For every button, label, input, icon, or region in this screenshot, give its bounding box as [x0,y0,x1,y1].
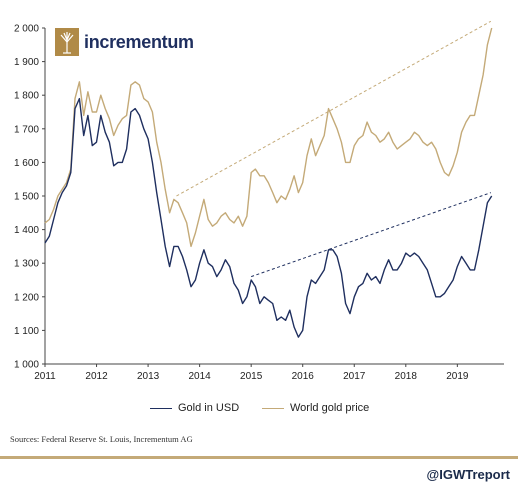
x-tick-label: 2017 [343,371,366,382]
twitter-handle: @IGWTreport [426,467,510,482]
chart: 1 000 1 100 1 200 1 300 1 400 1 500 1 600 1 700… [14,20,504,382]
x-tick-label: 2015 [240,371,263,382]
legend-item-world-gold: World gold price [262,402,369,414]
incrementum-logo: incrementum [55,28,194,56]
trendline [176,20,492,197]
x-tick-label: 2013 [137,371,160,382]
x-tick-label: 2014 [189,371,212,382]
y-tick-label: 1 300 [14,259,39,270]
legend-label-gold-usd: Gold in USD [178,402,240,414]
y-tick-label: 2 000 [14,24,39,35]
y-tick-label: 1 800 [14,91,39,102]
trendlines [176,20,492,278]
y-tick-label: 1 900 [14,57,39,68]
x-tick-label: 2018 [395,371,418,382]
series-line-world-gold [44,27,493,248]
series-lines [44,27,493,338]
y-tick-label: 1 700 [14,124,39,135]
y-tick-label: 1 000 [14,360,39,371]
source-note: Sources: Federal Reserve St. Louis, Incr… [10,434,193,444]
series-line-gold-usd [44,97,493,338]
y-tick-label: 1 500 [14,192,39,203]
y-tick-label: 1 400 [14,225,39,236]
tree-icon [55,28,79,56]
y-tick-label: 1 100 [14,326,39,337]
legend-swatch-world-gold [262,407,284,409]
x-tick-label: 2012 [85,371,108,382]
legend-item-gold-usd: Gold in USD [150,402,239,414]
legend-swatch-gold-usd [150,407,172,409]
x-tick-label: 2011 [34,371,56,382]
y-tick-label: 1 200 [14,292,39,303]
x-tick-label: 2019 [446,371,469,382]
logo-text: incrementum [84,31,194,52]
axes: 1 000 1 100 1 200 1 300 1 400 1 500 1 600 1 700… [14,24,504,382]
legend-label-world-gold: World gold price [290,402,370,414]
legend: Gold in USD World gold price [0,398,518,418]
y-tick-label: 1 600 [14,158,39,169]
x-tick-label: 2016 [292,371,315,382]
trendline [251,192,492,278]
divider [0,456,518,459]
